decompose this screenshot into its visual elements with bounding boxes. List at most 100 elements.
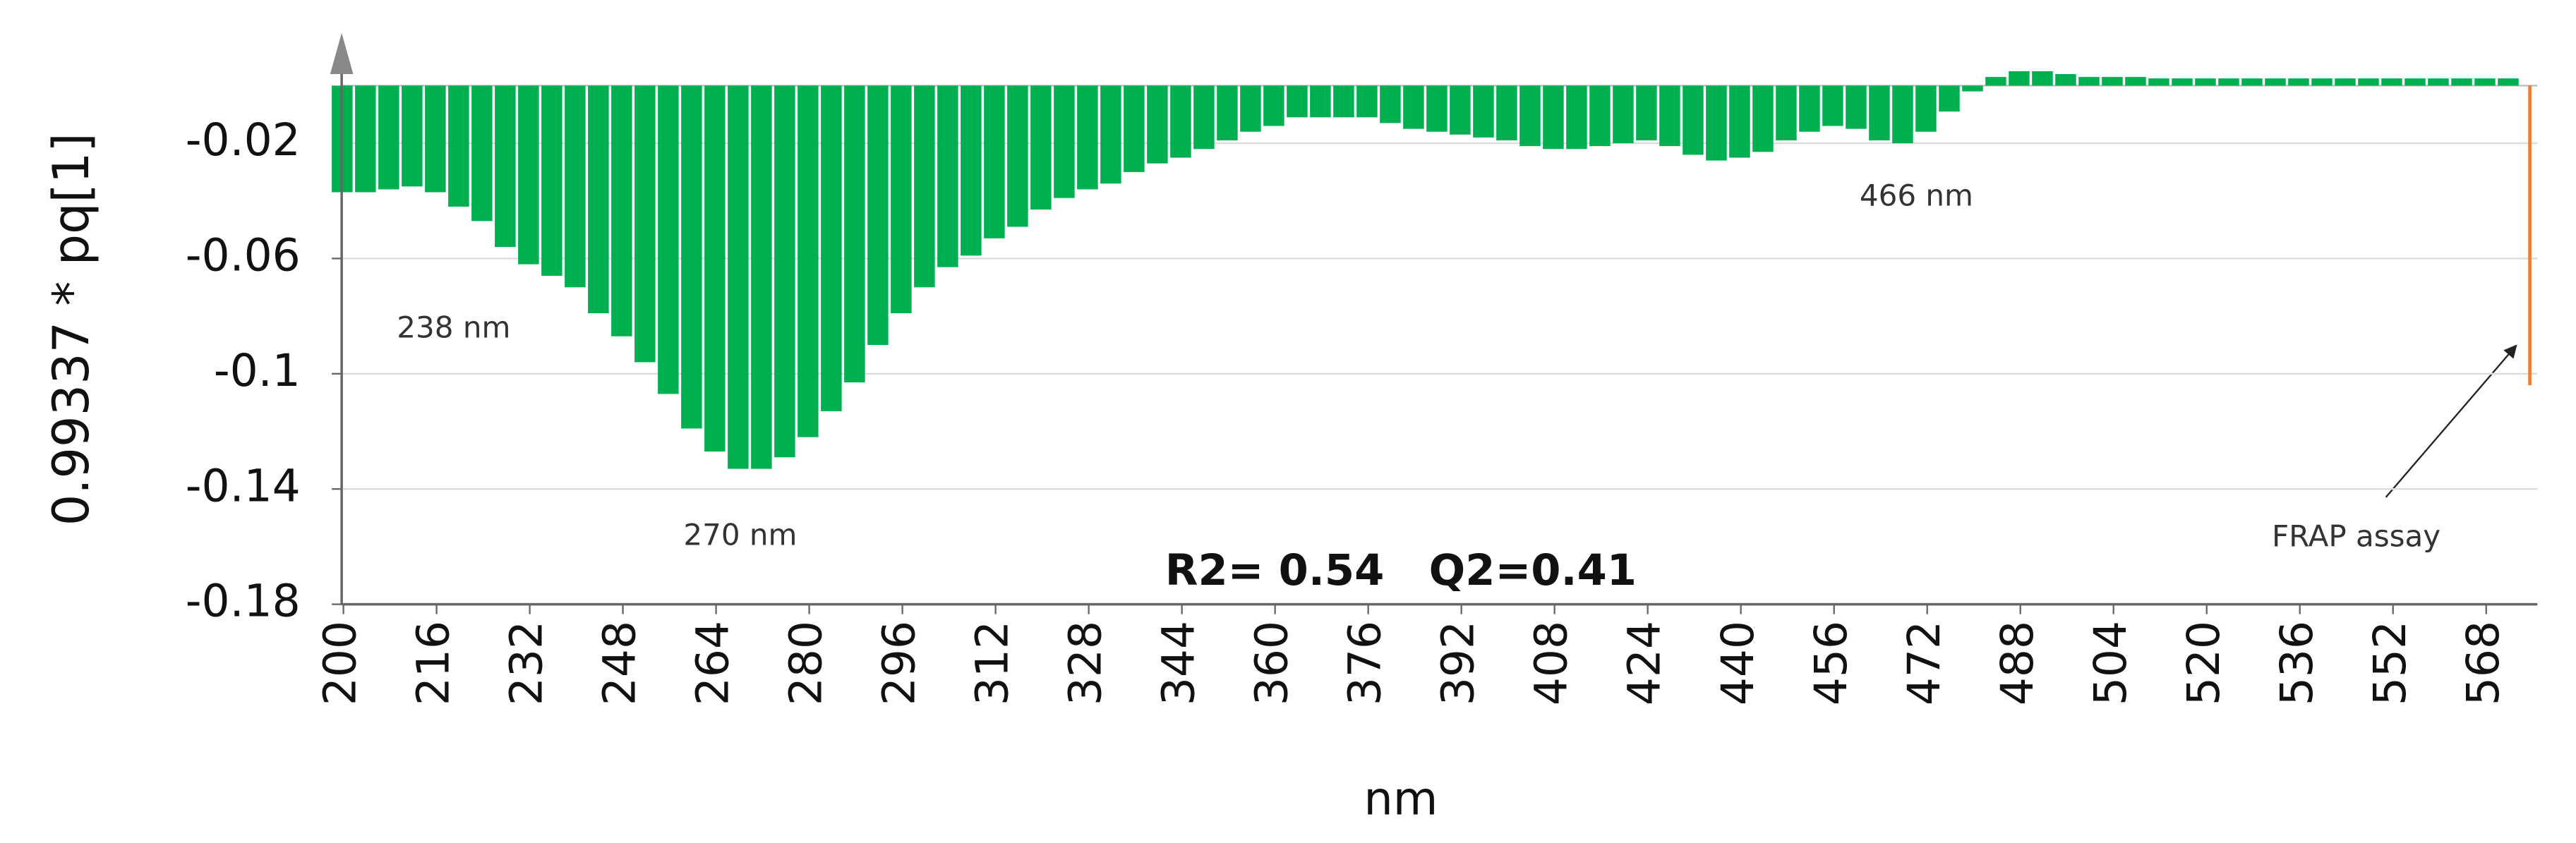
bar (541, 85, 562, 276)
bar (1496, 85, 1517, 140)
annotation: FRAP assay (2272, 519, 2440, 554)
fit-statistics: R2= 0.54 Q2=0.41 (1165, 546, 1637, 595)
bar (681, 85, 702, 429)
y-tick-label: -0.1 (214, 345, 301, 396)
bar (1147, 85, 1168, 164)
bar (774, 85, 795, 458)
bar (1287, 85, 1308, 118)
bar (2148, 78, 2169, 86)
x-tick-label: 408 (1526, 621, 1577, 705)
bar (1636, 85, 1657, 140)
bar (2218, 78, 2239, 86)
bar (2055, 74, 2076, 86)
bar (2172, 78, 2193, 86)
bar (1729, 85, 1750, 158)
bar (495, 85, 516, 248)
bar (2288, 78, 2309, 86)
bar (2474, 78, 2496, 86)
x-tick-label: 392 (1433, 621, 1484, 705)
bar (2311, 78, 2333, 86)
bar (1822, 85, 1843, 126)
x-tick-label: 472 (1898, 621, 1950, 705)
bar (1100, 85, 1121, 184)
bar (1193, 85, 1215, 150)
bar (1985, 77, 2006, 86)
bar (1613, 85, 1634, 144)
bar (1892, 85, 1913, 144)
bar (1263, 85, 1284, 126)
bar (1426, 85, 1448, 132)
bar (984, 85, 1005, 238)
bar (1170, 85, 1191, 158)
bar (1240, 85, 1261, 132)
bar (2498, 78, 2519, 86)
x-tick-label: 360 (1246, 621, 1298, 705)
bar (2032, 71, 2053, 86)
bar (1310, 85, 1331, 118)
bar (1776, 85, 1797, 140)
bar (2125, 77, 2146, 86)
bar (1333, 85, 1354, 118)
x-tick-label: 376 (1340, 621, 1391, 705)
bar (1706, 85, 1727, 161)
x-tick-label: 552 (2364, 621, 2416, 705)
bar (1124, 85, 1145, 172)
y-tick-label: -0.18 (186, 576, 301, 627)
bar (425, 85, 446, 193)
x-tick-label: 200 (315, 621, 366, 705)
bar (2078, 77, 2100, 86)
bar (2428, 78, 2449, 86)
bar (704, 85, 726, 452)
bar (1589, 85, 1611, 147)
bar (1799, 85, 1820, 132)
bar (2405, 78, 2426, 86)
bar (471, 85, 493, 222)
x-tick-label: 456 (1805, 621, 1857, 705)
bar (1380, 85, 1401, 123)
bar (891, 85, 912, 314)
bar (1543, 85, 1564, 150)
bar (448, 85, 469, 207)
x-tick-label: 504 (2085, 621, 2136, 705)
x-tick-label: 248 (594, 621, 646, 705)
x-tick-label: 232 (501, 621, 553, 705)
bar (2102, 77, 2123, 86)
bar (1356, 85, 1378, 118)
y-tick-label: -0.06 (186, 230, 301, 281)
bar (798, 85, 819, 437)
bar (611, 85, 632, 336)
x-tick-label: 280 (781, 621, 832, 705)
bar (2358, 78, 2379, 86)
bar (1683, 85, 1704, 155)
bar (961, 85, 982, 256)
bar (1077, 85, 1098, 190)
x-axis-label: nm (1364, 772, 1438, 826)
bar (2335, 78, 2356, 86)
x-tick-label: 264 (687, 621, 739, 705)
x-tick-label: 568 (2457, 621, 2509, 705)
x-tick-label: 440 (1712, 621, 1764, 705)
bar (1939, 85, 1960, 112)
bar (2195, 78, 2216, 86)
bar (2451, 78, 2472, 86)
x-tick-label: 216 (408, 621, 459, 705)
annotation-arrow (2385, 344, 2517, 498)
x-tick-label: 424 (1619, 621, 1671, 705)
bar (821, 85, 842, 411)
annotation: 466 nm (1860, 178, 1973, 213)
bar (1659, 85, 1680, 147)
bar (1403, 85, 1424, 129)
bar (1752, 85, 1774, 152)
bar (1450, 85, 1471, 135)
annotation: 238 nm (397, 310, 510, 344)
bar (355, 85, 376, 193)
x-tick-label: 344 (1153, 621, 1205, 705)
bar (1566, 85, 1587, 150)
bar (1030, 85, 1052, 210)
bar (867, 85, 889, 345)
bar (937, 85, 958, 267)
bar (1915, 85, 1937, 132)
x-tick-label: 520 (2178, 621, 2229, 705)
bar (2265, 78, 2286, 86)
